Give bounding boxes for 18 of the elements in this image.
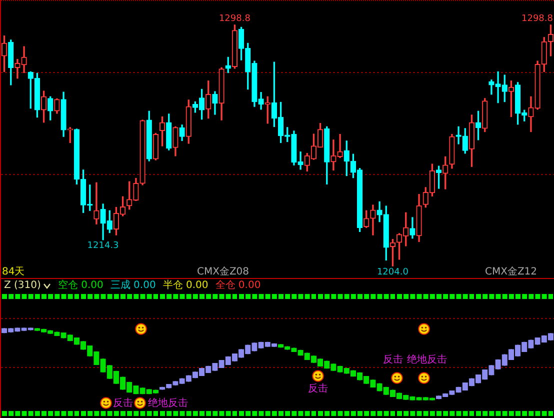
text: 空仓 0.00 xyxy=(58,279,104,292)
annotation: 反击 xyxy=(113,397,133,410)
annotation: CMX金Z08 xyxy=(197,266,250,278)
annotation: 绝地反击 xyxy=(148,397,188,410)
annotation: 绝地反击 xyxy=(407,354,447,366)
annotation: 84天 xyxy=(2,266,25,278)
annotation: CMX金Z12 xyxy=(485,266,538,278)
candlestick xyxy=(94,182,100,224)
annotation: 反击 xyxy=(383,354,403,366)
text: 全仓 0.00 xyxy=(215,279,261,292)
text: 半仓 0.00 xyxy=(162,279,208,292)
annotation: 反击 xyxy=(308,382,328,395)
annotation: 1204.0 xyxy=(376,267,409,278)
chart-title: Z (310) xyxy=(4,280,42,292)
annotation: 1214.3 xyxy=(87,241,119,252)
annotation: 1298.8 xyxy=(522,14,554,24)
text: 三成 0.00 xyxy=(110,279,156,292)
annotation: 1298.8 xyxy=(218,14,251,24)
